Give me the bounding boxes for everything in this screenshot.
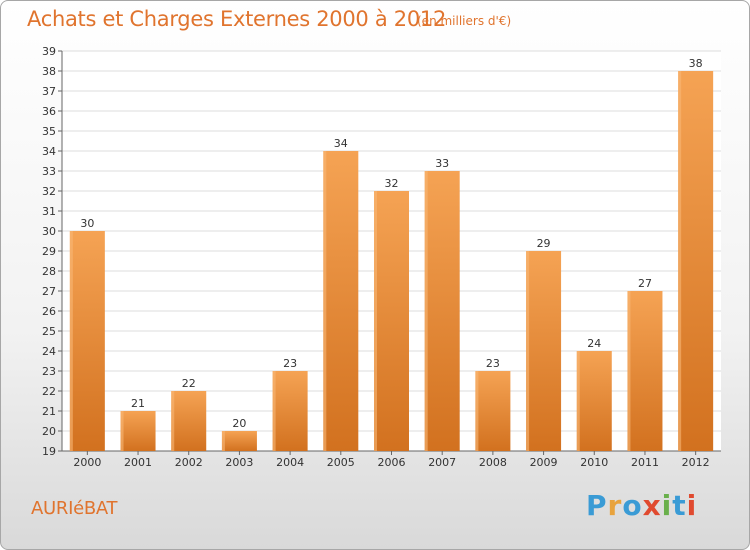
data-label-2006: 32 <box>385 177 399 190</box>
x-tick-label-2005: 2005 <box>327 456 355 469</box>
bar-2008 <box>475 371 511 451</box>
y-tick-label: 34 <box>42 145 56 158</box>
bar-highlight <box>171 391 175 451</box>
bar-2000 <box>69 231 105 451</box>
data-labels: 30 21 22 20 23 34 32 33 23 29 24 27 38 <box>80 57 702 430</box>
bar-highlight <box>475 371 479 451</box>
x-tick-label-2007: 2007 <box>428 456 456 469</box>
x-tick-label-2001: 2001 <box>124 456 152 469</box>
data-label-2002: 22 <box>182 377 196 390</box>
y-tick-label: 21 <box>42 405 56 418</box>
bar-2010 <box>576 351 612 451</box>
bar-2007 <box>424 171 460 451</box>
bar-highlight <box>120 411 124 451</box>
y-tick-label: 24 <box>42 345 56 358</box>
data-label-2001: 21 <box>131 397 145 410</box>
y-tick-label: 37 <box>42 85 56 98</box>
bar-2012 <box>678 71 714 451</box>
y-tick-label: 20 <box>42 425 56 438</box>
data-label-2008: 23 <box>486 357 500 370</box>
logo-letter: o <box>622 489 643 522</box>
logo-letter: P <box>586 489 608 522</box>
bar-highlight <box>323 151 327 451</box>
y-tick-label: 25 <box>42 325 56 338</box>
bar-highlight <box>221 431 225 451</box>
x-tick-label-2002: 2002 <box>175 456 203 469</box>
bar-2009 <box>526 251 562 451</box>
y-tick-label: 30 <box>42 225 56 238</box>
data-label-2011: 27 <box>638 277 652 290</box>
x-tick-label-2006: 2006 <box>378 456 406 469</box>
proxiti-logo[interactable]: Proxiti <box>586 489 697 522</box>
y-tick-label: 33 <box>42 165 56 178</box>
bar-2001 <box>120 411 156 451</box>
y-tick-label: 31 <box>42 205 56 218</box>
bar-highlight <box>374 191 377 451</box>
bar-highlight <box>576 351 580 451</box>
y-tick-label: 27 <box>42 285 56 298</box>
bar-highlight <box>526 251 530 451</box>
x-tick-label-2012: 2012 <box>682 456 710 469</box>
y-tick-label: 35 <box>42 125 56 138</box>
logo-letter: t <box>672 489 687 522</box>
data-label-2003: 20 <box>232 417 246 430</box>
x-tick-label-2009: 2009 <box>530 456 558 469</box>
chart-title: Achats et Charges Externes 2000 à 2012 <box>27 7 447 31</box>
logo-letter: r <box>607 489 623 522</box>
chart-subtitle: (en milliers d'€) <box>417 14 512 28</box>
y-tick-label: 36 <box>42 105 56 118</box>
data-label-2012: 38 <box>689 57 703 70</box>
y-tick-label: 22 <box>42 385 56 398</box>
y-tick-label: 19 <box>42 445 56 458</box>
bar-2005 <box>323 151 359 451</box>
y-tick-label: 39 <box>42 45 56 58</box>
data-label-2004: 23 <box>283 357 297 370</box>
data-label-2010: 24 <box>587 337 601 350</box>
y-tick-label: 29 <box>42 245 56 258</box>
data-label-2005: 34 <box>334 137 348 150</box>
bar-highlight <box>69 231 73 451</box>
bar-2003 <box>221 431 257 451</box>
bar-highlight <box>627 291 631 451</box>
x-tick-label-2010: 2010 <box>580 456 608 469</box>
logo-letter: x <box>642 489 662 522</box>
place-name: AURIéBAT <box>31 498 118 519</box>
x-tick-label-2004: 2004 <box>276 456 304 469</box>
bar-2004 <box>272 371 308 451</box>
bar-2006 <box>374 191 409 451</box>
y-tick-label: 28 <box>42 265 56 278</box>
bar-highlight <box>424 171 428 451</box>
bar-2011 <box>627 291 663 451</box>
x-tick-label-2011: 2011 <box>631 456 659 469</box>
logo-letter: i <box>661 489 673 522</box>
y-tick-label: 23 <box>42 365 56 378</box>
x-tick-label-2000: 2000 <box>73 456 101 469</box>
y-tick-label: 32 <box>42 185 56 198</box>
axes: 19 20 21 22 23 24 25 26 27 28 29 30 31 32 33 34 35 36 37 38… <box>42 45 721 469</box>
x-tick-label-2008: 2008 <box>479 456 507 469</box>
x-tick-label-2003: 2003 <box>225 456 253 469</box>
data-label-2000: 30 <box>80 217 94 230</box>
y-tick-label: 38 <box>42 65 56 78</box>
bar-highlight <box>678 71 682 451</box>
bar-highlight <box>272 371 276 451</box>
bars <box>69 71 714 451</box>
y-tick-label: 26 <box>42 305 56 318</box>
data-label-2009: 29 <box>537 237 551 250</box>
bar-2002 <box>171 391 207 451</box>
logo-letter: i <box>686 489 698 522</box>
data-label-2007: 33 <box>435 157 449 170</box>
